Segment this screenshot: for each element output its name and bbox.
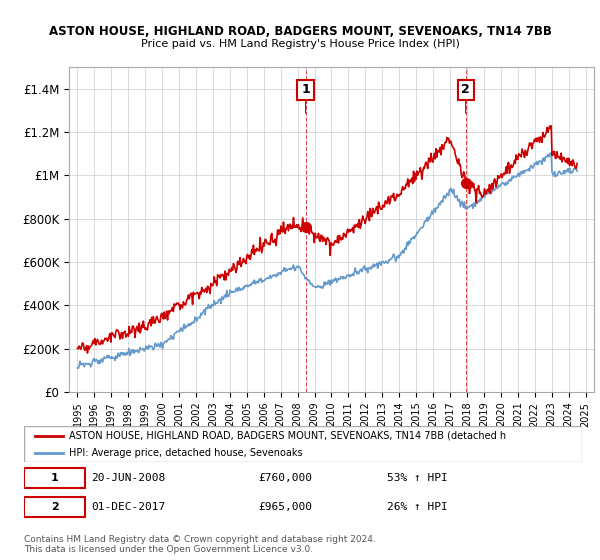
Text: ASTON HOUSE, HIGHLAND ROAD, BADGERS MOUNT, SEVENOAKS, TN14 7BB (detached h: ASTON HOUSE, HIGHLAND ROAD, BADGERS MOUN… — [68, 431, 506, 441]
FancyBboxPatch shape — [24, 426, 582, 462]
Text: 01-DEC-2017: 01-DEC-2017 — [91, 502, 165, 512]
Text: Price paid vs. HM Land Registry's House Price Index (HPI): Price paid vs. HM Land Registry's House … — [140, 39, 460, 49]
FancyBboxPatch shape — [24, 497, 85, 517]
Text: 2: 2 — [51, 502, 59, 512]
Text: 20-JUN-2008: 20-JUN-2008 — [91, 473, 165, 483]
Text: 1: 1 — [301, 83, 310, 96]
Text: 1: 1 — [51, 473, 59, 483]
Text: 26% ↑ HPI: 26% ↑ HPI — [387, 502, 448, 512]
Text: 2: 2 — [461, 83, 470, 96]
Text: 53% ↑ HPI: 53% ↑ HPI — [387, 473, 448, 483]
Text: ASTON HOUSE, HIGHLAND ROAD, BADGERS MOUNT, SEVENOAKS, TN14 7BB: ASTON HOUSE, HIGHLAND ROAD, BADGERS MOUN… — [49, 25, 551, 38]
Text: £760,000: £760,000 — [259, 473, 313, 483]
FancyBboxPatch shape — [24, 468, 85, 488]
Text: HPI: Average price, detached house, Sevenoaks: HPI: Average price, detached house, Seve… — [68, 448, 302, 458]
Text: Contains HM Land Registry data © Crown copyright and database right 2024.
This d: Contains HM Land Registry data © Crown c… — [24, 535, 376, 554]
Text: £965,000: £965,000 — [259, 502, 313, 512]
